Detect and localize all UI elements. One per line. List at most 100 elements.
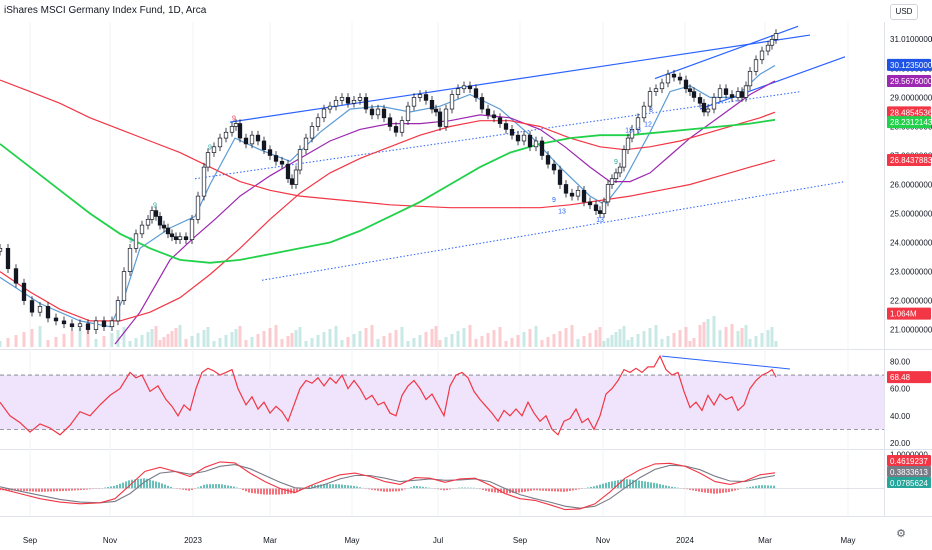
macd-histogram-bar bbox=[119, 483, 121, 489]
volume-bar bbox=[462, 328, 466, 347]
candle bbox=[433, 104, 439, 117]
macd-histogram-bar bbox=[602, 483, 604, 489]
macd-histogram-bar bbox=[605, 482, 607, 489]
price-label-text: 31.0100000 bbox=[890, 35, 932, 44]
candle-body bbox=[173, 236, 179, 240]
candle bbox=[461, 81, 467, 94]
macd-histogram-bar bbox=[266, 488, 268, 495]
macd-histogram-bar bbox=[143, 478, 145, 489]
macd-histogram-bar bbox=[746, 487, 748, 489]
macd-histogram-bar bbox=[635, 480, 637, 489]
macd-histogram-bar bbox=[41, 488, 43, 492]
candle-body bbox=[533, 140, 539, 148]
candle-body bbox=[261, 140, 267, 151]
price-label-text: 26.8437883 bbox=[890, 156, 932, 165]
volume-bar bbox=[328, 329, 332, 347]
candle bbox=[747, 66, 753, 91]
candle bbox=[127, 243, 133, 276]
macd-histogram-bar bbox=[692, 488, 694, 491]
volume-bar bbox=[224, 335, 228, 347]
macd-histogram-bar bbox=[656, 483, 658, 489]
macd-histogram-bar bbox=[131, 479, 133, 489]
price-label-badge bbox=[887, 74, 931, 87]
candle bbox=[641, 101, 647, 123]
macd-histogram-bar bbox=[122, 482, 124, 489]
candle-body bbox=[45, 306, 51, 319]
volume-bar bbox=[564, 328, 568, 347]
macd-histogram-bar bbox=[650, 482, 652, 489]
volume-bar bbox=[510, 338, 514, 347]
candle-body bbox=[381, 108, 387, 119]
macd-histogram-bar bbox=[338, 484, 340, 489]
volume-bar bbox=[774, 341, 778, 347]
volume-bar bbox=[456, 331, 460, 347]
volume-bar bbox=[516, 335, 520, 347]
candle bbox=[671, 69, 677, 82]
candle-body bbox=[273, 155, 279, 162]
volume-bar bbox=[0, 341, 2, 347]
candle bbox=[423, 90, 429, 105]
macd-histogram-bar bbox=[299, 488, 301, 491]
volume-bar bbox=[22, 332, 26, 347]
macd-histogram-bar bbox=[524, 488, 526, 492]
candle bbox=[773, 29, 779, 44]
price-tick-label: 24.0000000 bbox=[890, 239, 932, 248]
volume-bar bbox=[310, 338, 314, 347]
candle bbox=[315, 113, 321, 131]
candle bbox=[145, 214, 151, 230]
macd-tick-label: 1.0000000 bbox=[890, 450, 928, 459]
candle-body bbox=[101, 320, 107, 328]
macd-histogram-bar bbox=[626, 479, 628, 489]
volume-bar bbox=[14, 335, 18, 347]
candle bbox=[621, 145, 627, 172]
candle-body bbox=[433, 108, 439, 113]
candle-body bbox=[153, 210, 159, 217]
candle-body bbox=[195, 195, 201, 220]
macd-histogram-bar bbox=[77, 488, 79, 491]
candle-body bbox=[5, 247, 11, 270]
macd-histogram-bar bbox=[647, 481, 649, 489]
currency-button[interactable]: USD bbox=[890, 4, 918, 20]
volume-bar bbox=[498, 327, 502, 347]
candle bbox=[485, 104, 491, 120]
candle bbox=[677, 72, 683, 85]
candle-body bbox=[279, 160, 285, 165]
macd-histogram-bar bbox=[485, 488, 487, 491]
macd-histogram-bar bbox=[356, 486, 358, 489]
candle bbox=[601, 197, 607, 218]
candle-body bbox=[753, 59, 759, 72]
candle-body bbox=[29, 300, 35, 313]
volume-bar bbox=[262, 331, 266, 347]
volume-bar bbox=[730, 324, 734, 347]
volume-bar bbox=[450, 334, 454, 347]
macd-histogram-bar bbox=[551, 488, 553, 492]
volume-bar bbox=[352, 334, 356, 347]
macd-histogram-bar bbox=[560, 488, 562, 492]
gear-icon[interactable]: ⚙ bbox=[896, 528, 906, 540]
macd-histogram-bar bbox=[86, 488, 88, 490]
macd-histogram-bar bbox=[254, 488, 256, 494]
candle-body bbox=[85, 323, 91, 330]
candle bbox=[635, 113, 641, 134]
count-marker: 9 bbox=[129, 238, 133, 245]
macd-histogram-bar bbox=[737, 488, 739, 490]
macd-histogram-bar bbox=[347, 485, 349, 489]
count-marker: 13 bbox=[596, 217, 604, 224]
candle bbox=[387, 113, 393, 131]
candle bbox=[437, 107, 443, 131]
x-tick-label: Jul bbox=[433, 536, 443, 545]
rsi-tick-label: 80.00 bbox=[890, 358, 911, 367]
macd-histogram-bar bbox=[293, 488, 295, 494]
macd-histogram-bar bbox=[311, 485, 313, 489]
macd-histogram-bar bbox=[695, 488, 697, 492]
macd-histogram-bar bbox=[596, 485, 598, 489]
candle bbox=[629, 125, 635, 143]
volume-bar bbox=[430, 329, 434, 347]
macd-histogram-bar bbox=[137, 479, 139, 489]
price-label-badge bbox=[887, 58, 931, 71]
candle bbox=[497, 113, 503, 128]
volume-bar bbox=[86, 325, 90, 347]
macd-histogram-bar bbox=[734, 488, 736, 491]
